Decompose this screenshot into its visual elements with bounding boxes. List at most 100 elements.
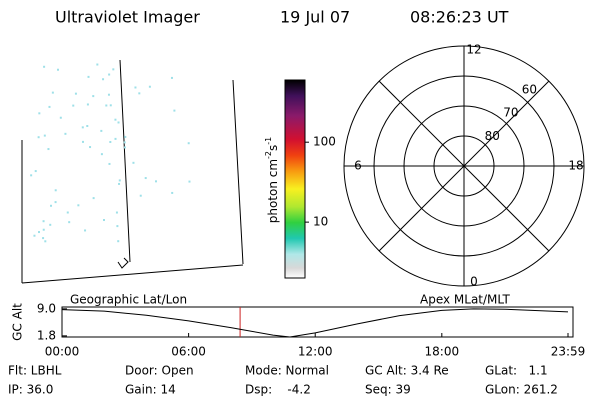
x-tick-label: 06:00 [171, 345, 206, 359]
x-tick-label: 18:00 [425, 345, 460, 359]
status-field: Seq: 39 [365, 383, 411, 397]
dot [96, 63, 99, 66]
dot [108, 162, 111, 165]
dot [134, 86, 137, 89]
dot [77, 204, 80, 207]
colorbar-tick-label: 100 [313, 135, 336, 149]
dot [43, 134, 46, 137]
x-tick-label: 23:59 [551, 345, 586, 359]
dot [89, 146, 92, 149]
polar-spoke [378, 80, 550, 252]
dot [33, 234, 36, 237]
dot [124, 135, 127, 138]
dot [92, 197, 95, 200]
status-field: GC Alt: 3.4 Re [365, 364, 449, 378]
dot [112, 68, 115, 71]
dot [188, 180, 191, 183]
dot [173, 109, 176, 112]
dot [38, 231, 41, 234]
dot [187, 142, 190, 145]
status-field: IP: 36.0 [8, 383, 53, 397]
lat-ring [403, 105, 525, 227]
dot [100, 153, 103, 156]
x-tick-label: 12:00 [298, 345, 333, 359]
dot [56, 68, 59, 71]
status-field: Flt: LBHL [8, 364, 62, 378]
dot [42, 220, 45, 223]
dot [44, 240, 47, 243]
dot [109, 140, 112, 143]
date: 19 Jul 07 [280, 8, 350, 27]
dot [47, 148, 50, 151]
dot [102, 78, 105, 81]
dot [66, 211, 69, 214]
dot [123, 146, 126, 149]
dot [54, 189, 57, 192]
dot [42, 228, 45, 231]
x-tick-label: 00:00 [45, 345, 80, 359]
lat-label: 80 [485, 129, 500, 143]
dot [84, 229, 87, 232]
status-field: Door: Open [125, 364, 194, 378]
label-text: photon cm [266, 159, 280, 223]
dot [37, 136, 40, 139]
status-field: GLon: 261.2 [485, 383, 558, 397]
dot [116, 225, 119, 228]
colorbar-label: photon cm-2s-1 [264, 137, 280, 224]
y-tick-label: 9.0 [37, 301, 56, 315]
mlt-label: 0 [470, 275, 478, 289]
dot [81, 126, 84, 129]
dot [43, 65, 46, 68]
dot [105, 104, 108, 107]
dot [92, 95, 95, 98]
image-panel [21, 59, 244, 284]
altitude-strip: Geographic Lat/Lon Apex MLat/MLT GC Alt … [11, 293, 586, 359]
title: Ultraviolet Imager [55, 8, 200, 27]
status-field: GLat: 1.1 [485, 364, 548, 378]
dot [64, 132, 67, 135]
lat-label: 70 [503, 106, 518, 120]
footer: Flt: LBHL Door: Open Mode: Normal GC Alt: 3… [8, 364, 558, 397]
dot [170, 76, 173, 79]
dot [115, 211, 118, 214]
label-text: s [266, 145, 280, 151]
dot [86, 125, 89, 128]
mlt-label: 12 [466, 43, 481, 57]
dot [114, 137, 117, 140]
dot [108, 73, 111, 76]
lat-ring [433, 135, 495, 197]
dot [100, 129, 103, 132]
status-field: Dsp: -4.2 [245, 383, 311, 397]
label-sup: -2 [264, 151, 273, 159]
status-field: Mode: Normal [245, 364, 329, 378]
image-marker [117, 257, 129, 269]
dot [171, 191, 174, 194]
time: 08:26:23 UT [410, 8, 509, 27]
dot [114, 118, 117, 121]
dot [48, 105, 51, 108]
dot [118, 182, 121, 185]
strip-frame [61, 306, 574, 338]
dot [155, 180, 158, 183]
mlt-label: 6 [354, 159, 362, 173]
dot [72, 104, 75, 107]
dot [123, 141, 126, 144]
dot [54, 201, 57, 204]
colorbar-tick-label: 10 [313, 215, 328, 229]
dot [49, 223, 52, 226]
dot [132, 161, 135, 164]
dot [109, 104, 112, 107]
status-field: Gain: 14 [125, 383, 176, 397]
label-sup: -1 [264, 137, 273, 145]
dot [50, 204, 53, 207]
y-tick-label: 1.8 [37, 328, 56, 342]
strip-y-label: GC Alt [11, 303, 25, 341]
dot [117, 240, 120, 243]
dot [118, 179, 121, 182]
dot [81, 140, 84, 143]
dot [103, 219, 106, 222]
dot [107, 93, 110, 96]
dot [59, 116, 62, 119]
